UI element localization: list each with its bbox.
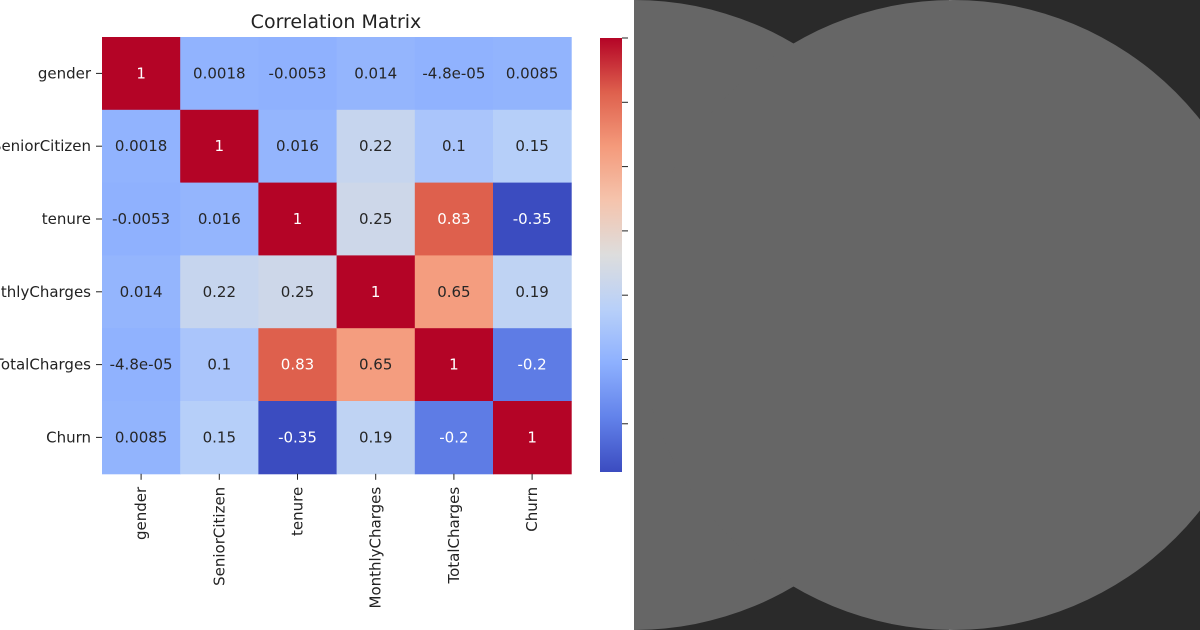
cell-annotation: 0.65 — [437, 283, 470, 301]
heatmap-cell — [336, 109, 416, 184]
colorbar — [600, 38, 622, 472]
cell-annotation: -0.2 — [517, 356, 546, 374]
cell-annotation: 0.016 — [276, 137, 319, 155]
x-tick-label: SeniorCitizen — [210, 487, 228, 586]
heatmap-cell — [414, 109, 494, 184]
cell-annotation: 0.0085 — [506, 64, 559, 82]
heatmap-cell — [414, 182, 494, 256]
heatmap-cell — [258, 255, 338, 329]
half-circle-shape — [638, 0, 1200, 630]
cell-annotation: 1 — [293, 210, 303, 228]
y-tick-label: MonthlyCharges — [0, 283, 91, 301]
cell-annotation: 0.15 — [203, 428, 236, 446]
y-tick-label: tenure — [42, 210, 91, 228]
cell-annotation: -0.0053 — [269, 64, 327, 82]
heatmap-cell — [336, 328, 416, 402]
cell-annotation: -0.2 — [439, 428, 468, 446]
cell-annotation: 0.0018 — [115, 137, 168, 155]
heatmap-cell — [493, 109, 572, 184]
x-tick-label: MonthlyCharges — [367, 487, 385, 609]
heatmap-cell — [102, 328, 181, 402]
heatmap-cell — [180, 328, 259, 402]
cell-annotation: 0.1 — [442, 137, 466, 155]
heatmap-cell — [493, 328, 572, 402]
cell-annotation: -0.35 — [278, 428, 317, 446]
cell-annotation: 0.83 — [281, 356, 314, 374]
heatmap-cell — [336, 255, 416, 329]
heatmap-cell — [180, 401, 259, 475]
heatmap-cell — [258, 328, 338, 402]
heatmap-cell — [102, 182, 181, 256]
cell-annotation: 0.0085 — [115, 428, 168, 446]
cell-annotation: 0.25 — [281, 283, 314, 301]
cell-annotation: 0.65 — [359, 356, 392, 374]
y-tick-label: Churn — [46, 428, 91, 446]
cell-annotation: 0.15 — [515, 137, 548, 155]
cell-annotation: 0.1 — [207, 356, 231, 374]
cell-annotation: 0.25 — [359, 210, 392, 228]
cell-annotation: 1 — [371, 283, 381, 301]
cell-annotation: -4.8e-05 — [422, 64, 485, 82]
heatmap-cell — [336, 401, 416, 475]
x-tick-label: Churn — [523, 487, 541, 532]
heatmap-cell — [414, 255, 494, 329]
cell-annotation: 0.19 — [359, 428, 392, 446]
cell-annotation: -4.8e-05 — [110, 356, 173, 374]
heatmap-cell — [102, 37, 181, 111]
cell-annotation: 1 — [527, 428, 537, 446]
cell-annotation: 0.22 — [359, 137, 392, 155]
cell-annotation: -0.35 — [513, 210, 552, 228]
cell-annotation: 0.22 — [203, 283, 236, 301]
heatmap-cell — [180, 37, 259, 111]
heatmap-cell — [180, 109, 259, 184]
cell-annotation: 1 — [136, 64, 146, 82]
heatmap-cell — [180, 255, 259, 329]
cell-annotation: 0.19 — [515, 283, 548, 301]
cell-annotation: 1 — [449, 356, 459, 374]
cell-annotation: -0.0053 — [112, 210, 170, 228]
heatmap-cell — [336, 37, 416, 111]
heatmap-cell — [258, 109, 338, 184]
heatmap-cell — [180, 182, 259, 256]
heatmap-cell — [102, 255, 181, 329]
cell-annotation: 1 — [215, 137, 225, 155]
y-tick-label: SeniorCitizen — [0, 137, 91, 155]
heatmap-cell — [258, 182, 338, 256]
heatmap-cell — [258, 401, 338, 475]
heatmap-cell — [493, 37, 572, 111]
x-tick-label: tenure — [289, 487, 307, 536]
heatmap-cell — [414, 401, 494, 475]
heatmap-cell — [493, 182, 572, 256]
y-tick-label: TotalCharges — [0, 356, 91, 374]
heatmap-cell — [414, 37, 494, 111]
cell-annotation: 0.016 — [198, 210, 241, 228]
heatmap-cell — [493, 255, 572, 329]
x-tick-label: TotalCharges — [445, 487, 463, 585]
heatmap-cell — [336, 182, 416, 256]
x-tick-label: gender — [132, 486, 150, 540]
heatmap-cell — [493, 401, 572, 475]
cell-annotation: 0.83 — [437, 210, 470, 228]
cell-annotation: 0.014 — [120, 283, 163, 301]
overlay-panel — [634, 0, 1200, 630]
heatmap-cell — [102, 401, 181, 475]
correlation-heatmap: Correlation Matrix 1 0.0018 -0.0053 0.014 -4… — [0, 11, 628, 609]
heatmap-cell — [258, 37, 338, 111]
heatmap-cell — [102, 109, 181, 184]
cell-annotation: 0.0018 — [193, 64, 246, 82]
chart-title: Correlation Matrix — [251, 11, 422, 33]
heatmap-cell — [414, 328, 494, 402]
cell-annotation: 0.014 — [354, 64, 397, 82]
y-tick-label: gender — [38, 64, 92, 82]
